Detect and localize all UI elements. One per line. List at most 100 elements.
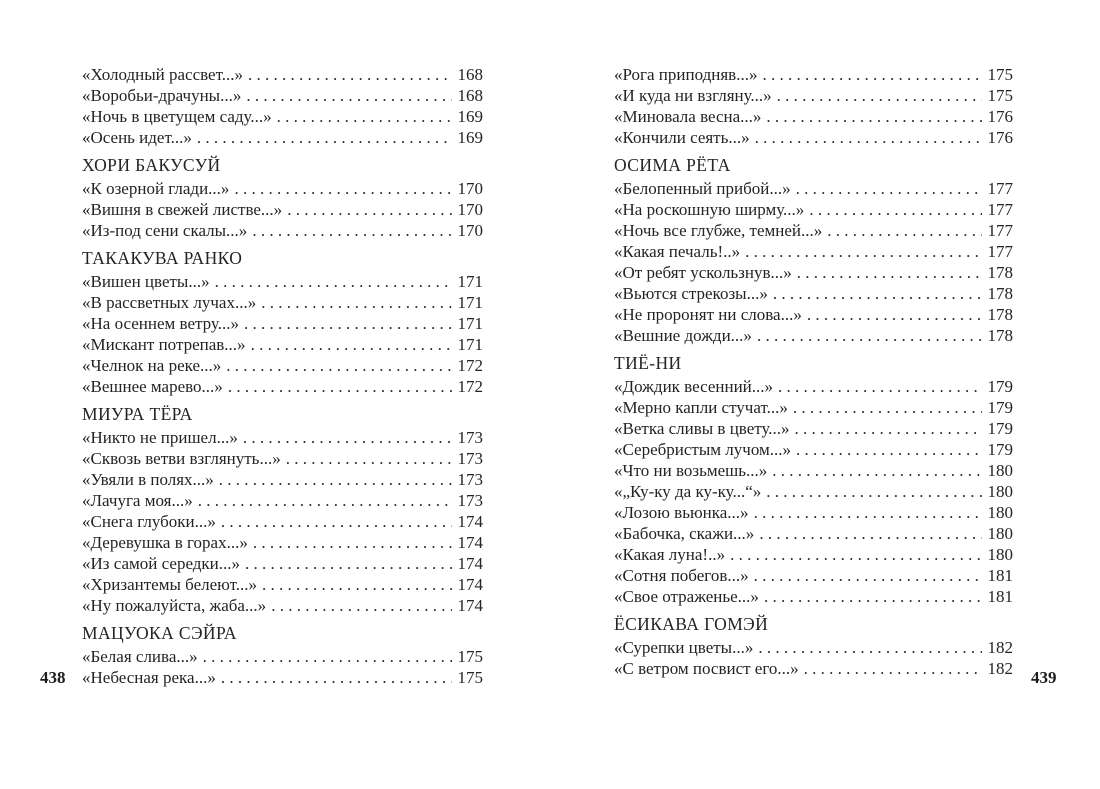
toc-entry-page: 173 xyxy=(457,470,484,489)
toc-entry-page: 171 xyxy=(457,335,484,354)
toc-entry: «К озерной глади...». . . . . . . . . . … xyxy=(82,178,483,199)
dot-leader: . . . . . . . . . . . . . . . . . . . . … xyxy=(243,314,452,333)
toc-entry-page: 176 xyxy=(987,128,1014,147)
dot-leader: . . . . . . . . . . . . . . . . . . . . … xyxy=(794,419,982,438)
toc-entry: «Ветка сливы в цвету...». . . . . . . . … xyxy=(614,418,1013,439)
dot-leader: . . . . . . . . . . . . . . . . . . . . … xyxy=(214,272,452,291)
toc-entry-title: «Что ни возьмешь...» xyxy=(614,461,768,480)
toc-entry-page: 173 xyxy=(457,449,484,468)
toc-entry: «От ребят ускользнув...». . . . . . . . … xyxy=(614,262,1013,283)
dot-leader: . . . . . . . . . . . . . . . . . . . . … xyxy=(202,647,452,666)
toc-entry-page: 180 xyxy=(987,524,1014,543)
toc-entry-title: «Холодный рассвет...» xyxy=(82,65,244,84)
dot-leader: . . . . . . . . . . . . . . . . . . . . … xyxy=(252,533,452,552)
toc-section-heading: ХОРИ БАКУСУЙ xyxy=(82,155,221,175)
toc-entry: «Мерно капли стучат...». . . . . . . . .… xyxy=(614,397,1013,418)
dot-leader: . . . . . . . . . . . . . . . . . . . . … xyxy=(766,482,981,501)
dot-leader: . . . . . . . . . . . . . . . . . . . . … xyxy=(248,65,451,84)
toc-entry: «Лозою вьюнка...». . . . . . . . . . . .… xyxy=(614,502,1013,523)
toc-entry-page: 182 xyxy=(987,638,1014,657)
toc-entry: «Никто не пришел...». . . . . . . . . . … xyxy=(82,427,483,448)
toc-section-heading: ОСИМА РЁТА xyxy=(614,155,731,175)
toc-column-left: «Холодный рассвет...». . . . . . . . . .… xyxy=(82,64,483,688)
toc-entry: «На роскошную ширму...». . . . . . . . .… xyxy=(614,199,1013,220)
toc-entry: «Какая луна!..». . . . . . . . . . . . .… xyxy=(614,544,1013,565)
dot-leader: . . . . . . . . . . . . . . . . . . . . … xyxy=(285,449,452,468)
toc-entry-title: «Миновала весна...» xyxy=(614,107,762,126)
toc-entry-page: 174 xyxy=(457,512,484,531)
toc-entry-page: 170 xyxy=(457,179,484,198)
toc-entry-page: 171 xyxy=(457,293,484,312)
toc-entry-title: «Никто не пришел...» xyxy=(82,428,238,447)
toc-entry: «Вишен цветы...». . . . . . . . . . . . … xyxy=(82,271,483,292)
toc-entry: «Ну пожалуйста, жаба...». . . . . . . . … xyxy=(82,595,483,616)
toc-entry: «Сурепки цветы...». . . . . . . . . . . … xyxy=(614,637,1013,658)
toc-entry-title: «Хризантемы белеют...» xyxy=(82,575,258,594)
toc-entry: «Белопенный прибой...». . . . . . . . . … xyxy=(614,178,1013,199)
toc-entry: «Миновала весна...». . . . . . . . . . .… xyxy=(614,106,1013,127)
dot-leader: . . . . . . . . . . . . . . . . . . . . … xyxy=(287,200,451,219)
toc-entry: «Бабочка, скажи...». . . . . . . . . . .… xyxy=(614,523,1013,544)
toc-entry-page: 168 xyxy=(457,86,484,105)
dot-leader: . . . . . . . . . . . . . . . . . . . . … xyxy=(242,428,452,447)
toc-entry-page: 176 xyxy=(987,107,1014,126)
toc-entry-title: «„Ку-ку да ку-ку...“» xyxy=(614,482,762,501)
toc-entry-page: 180 xyxy=(987,482,1014,501)
toc-entry-page: 171 xyxy=(457,314,484,333)
toc-entry-page: 173 xyxy=(457,491,484,510)
toc-entry-title: «Ветка сливы в цвету...» xyxy=(614,419,790,438)
toc-entry-page: 177 xyxy=(987,200,1014,219)
toc-entry: «Мискант потрепав...». . . . . . . . . .… xyxy=(82,334,483,355)
toc-entry-page: 173 xyxy=(457,428,484,447)
dot-leader: . . . . . . . . . . . . . . . . . . . . … xyxy=(806,305,982,324)
dot-leader: . . . . . . . . . . . . . . . . . . . . … xyxy=(753,503,982,522)
toc-entry-page: 172 xyxy=(457,377,484,396)
toc-entry: «Сквозь ветви взглянуть...». . . . . . .… xyxy=(82,448,483,469)
toc-entry-page: 175 xyxy=(457,668,484,687)
dot-leader: . . . . . . . . . . . . . . . . . . . . … xyxy=(758,638,981,657)
dot-leader: . . . . . . . . . . . . . . . . . . . . … xyxy=(250,335,452,354)
dot-leader: . . . . . . . . . . . . . . . . . . . . … xyxy=(778,377,981,396)
toc-entry: «Снега глубоки...». . . . . . . . . . . … xyxy=(82,511,483,532)
toc-entry-page: 175 xyxy=(987,65,1014,84)
dot-leader: . . . . . . . . . . . . . . . . . . . . … xyxy=(197,491,452,510)
dot-leader: . . . . . . . . . . . . . . . . . . . . … xyxy=(753,566,982,585)
toc-section-heading: ТИЁ-НИ xyxy=(614,353,682,373)
toc-entry-title: «Белопенный прибой...» xyxy=(614,179,791,198)
toc-entry-page: 178 xyxy=(987,284,1014,303)
toc-entry-title: «Небесная река...» xyxy=(82,668,216,687)
toc-entry: «Из самой середки...». . . . . . . . . .… xyxy=(82,553,483,574)
toc-entry-page: 178 xyxy=(987,263,1014,282)
dot-leader: . . . . . . . . . . . . . . . . . . . . … xyxy=(803,659,982,678)
toc-entry-page: 179 xyxy=(987,377,1014,396)
toc-entry-title: «Серебристым лучом...» xyxy=(614,440,792,459)
dot-leader: . . . . . . . . . . . . . . . . . . . . … xyxy=(759,524,981,543)
dot-leader: . . . . . . . . . . . . . . . . . . . . … xyxy=(754,128,982,147)
toc-entry: «И куда ни взгляну...». . . . . . . . . … xyxy=(614,85,1013,106)
toc-entry-title: «Лачуга моя...» xyxy=(82,491,193,510)
toc-entry: «Какая печаль!..». . . . . . . . . . . .… xyxy=(614,241,1013,262)
toc-entry-title: «Из-под сени скалы...» xyxy=(82,221,248,240)
toc-section: ХОРИ БАКУСУЙ «К озерной глади...». . . . … xyxy=(82,155,483,241)
toc-entry-title: «Из самой середки...» xyxy=(82,554,241,573)
toc-entry-page: 179 xyxy=(987,440,1014,459)
dot-leader: . . . . . . . . . . . . . . . . . . . . … xyxy=(227,377,452,396)
dot-leader: . . . . . . . . . . . . . . . . . . . . … xyxy=(792,398,982,417)
toc-entry-title: «Ночь в цветущем саду...» xyxy=(82,107,272,126)
toc-entry-title: «Снега глубоки...» xyxy=(82,512,216,531)
toc-entry: «С ветром посвист его...». . . . . . . .… xyxy=(614,658,1013,679)
toc-entry-title: «С ветром посвист его...» xyxy=(614,659,799,678)
toc-entry: «Ночь в цветущем саду...». . . . . . . .… xyxy=(82,106,483,127)
toc-entry: «Воробьи-драчуны...». . . . . . . . . . … xyxy=(82,85,483,106)
toc-entry-page: 175 xyxy=(457,647,484,666)
toc-entry: «Вешние дожди...». . . . . . . . . . . .… xyxy=(614,325,1013,346)
toc-entry: «Увяли в полях...». . . . . . . . . . . … xyxy=(82,469,483,490)
toc-entry: «Сотня побегов...». . . . . . . . . . . … xyxy=(614,565,1013,586)
dot-leader: . . . . . . . . . . . . . . . . . . . . … xyxy=(827,221,981,240)
toc-entry-title: «Сквозь ветви взглянуть...» xyxy=(82,449,281,468)
dot-leader: . . . . . . . . . . . . . . . . . . . . … xyxy=(756,326,982,345)
toc-entry: «На осеннем ветру...». . . . . . . . . .… xyxy=(82,313,483,334)
toc-entry: «Холодный рассвет...». . . . . . . . . .… xyxy=(82,64,483,85)
toc-entry-page: 179 xyxy=(987,419,1014,438)
dot-leader: . . . . . . . . . . . . . . . . . . . . … xyxy=(218,470,452,489)
